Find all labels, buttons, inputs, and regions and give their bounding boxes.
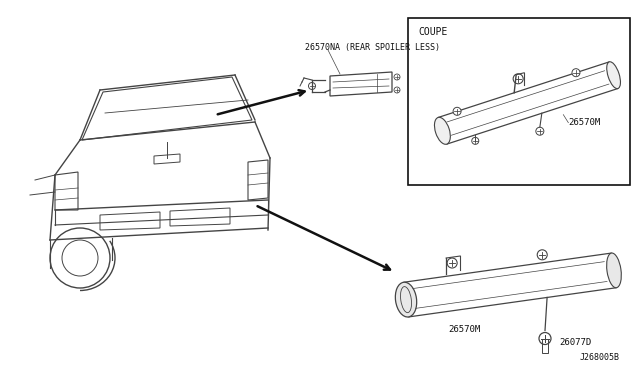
Circle shape: [394, 74, 400, 80]
Text: 26570M: 26570M: [568, 118, 600, 126]
Circle shape: [472, 137, 479, 144]
Text: 26077D: 26077D: [559, 338, 591, 347]
Circle shape: [394, 87, 400, 93]
Circle shape: [447, 258, 457, 268]
Circle shape: [539, 333, 551, 344]
Circle shape: [513, 74, 523, 84]
Circle shape: [537, 250, 547, 260]
Text: 26570M: 26570M: [449, 326, 481, 334]
Bar: [408, 18, 630, 185]
Ellipse shape: [607, 62, 620, 89]
Circle shape: [572, 69, 580, 77]
Ellipse shape: [435, 117, 451, 144]
Ellipse shape: [396, 282, 417, 317]
Text: J268005B: J268005B: [580, 353, 620, 362]
Circle shape: [453, 107, 461, 115]
Text: 26570NA (REAR SPOILER LESS): 26570NA (REAR SPOILER LESS): [305, 42, 440, 51]
Circle shape: [536, 127, 544, 135]
Text: COUPE: COUPE: [418, 27, 447, 37]
Circle shape: [308, 83, 316, 90]
Ellipse shape: [607, 253, 621, 288]
